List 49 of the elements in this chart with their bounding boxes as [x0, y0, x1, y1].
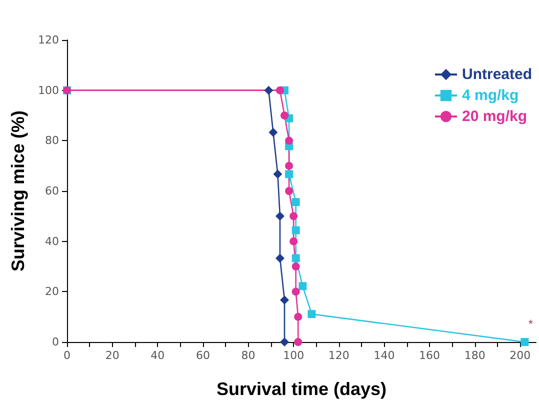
legend-label: Untreated	[462, 66, 532, 83]
point	[285, 162, 294, 170]
x-axis-title: Survival time (days)	[216, 379, 387, 399]
y-tick-label: 100	[38, 84, 59, 97]
point	[285, 136, 294, 145]
x-tick-label: 100	[283, 349, 304, 362]
point	[294, 312, 302, 321]
y-tick-label: 40	[45, 234, 59, 248]
x-tick-label: 200	[510, 349, 531, 362]
point	[264, 86, 274, 95]
legend-label: 20 mg/kg	[462, 108, 528, 125]
point	[294, 338, 302, 346]
x-tick-label: 40	[150, 349, 165, 362]
y-tick-label: 0	[52, 336, 59, 348]
point	[275, 254, 284, 263]
y-tick-label: 120	[38, 34, 59, 46]
point	[285, 187, 294, 195]
point	[280, 295, 290, 304]
annotation: *	[528, 317, 534, 331]
point	[292, 254, 300, 262]
point	[280, 112, 289, 120]
point	[285, 170, 294, 178]
x-tick-label: 160	[419, 349, 440, 362]
x-tick-label: 180	[464, 349, 486, 362]
y-tick-label: 60	[45, 184, 59, 198]
x-tick-label: 20	[105, 349, 120, 362]
point	[520, 338, 529, 346]
legend-label: 4 mg/kg	[462, 87, 519, 104]
x-tick-label: 120	[328, 349, 350, 362]
point	[292, 226, 300, 234]
point	[275, 212, 284, 221]
point	[292, 288, 300, 296]
point	[268, 128, 278, 137]
x-tick-label: 0	[64, 349, 70, 362]
point	[292, 262, 300, 270]
point	[292, 198, 300, 206]
y-axis-title: Surviving mice (%)	[8, 110, 28, 272]
y-tick-label: 80	[45, 134, 59, 148]
x-tick-label: 60	[196, 349, 210, 362]
y-tick-label: 20	[45, 285, 59, 298]
point	[290, 237, 298, 246]
point	[280, 338, 290, 346]
point	[273, 170, 282, 179]
point	[290, 212, 298, 220]
point	[308, 310, 316, 318]
point	[276, 86, 284, 94]
x-tick-label: 80	[241, 349, 256, 362]
point	[298, 282, 307, 290]
x-tick-label: 140	[374, 349, 395, 362]
